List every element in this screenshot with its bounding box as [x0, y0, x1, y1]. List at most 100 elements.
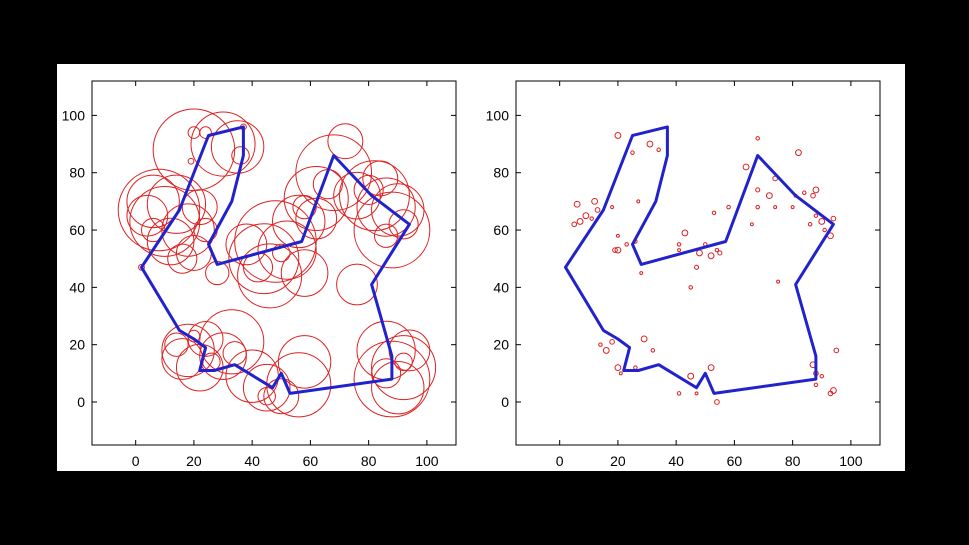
left-circle-33 [327, 123, 364, 160]
left-circle-32 [283, 165, 349, 232]
right-circle-50 [688, 285, 693, 290]
right-circle-55 [640, 335, 648, 343]
left-circle-57 [242, 363, 291, 412]
right-circle-69 [829, 387, 837, 394]
right-circle-7 [582, 212, 590, 220]
right-circle-17 [639, 271, 644, 275]
left-circle-5 [187, 157, 195, 165]
right-circle-37 [790, 205, 795, 210]
right-ytick-label-4: 80 [493, 165, 509, 181]
left-circle-45 [373, 223, 399, 248]
left-circle-7 [187, 126, 201, 139]
left-circle-8 [117, 168, 201, 252]
right-xtick-label-2: 40 [668, 453, 684, 469]
left-xtick-label-1: 20 [186, 453, 202, 469]
right-circle-4 [636, 199, 641, 204]
left-xtick-label-2: 40 [244, 453, 260, 469]
right-circle-64 [694, 391, 699, 396]
left-circle-46 [336, 263, 378, 306]
left-xtick-label-4: 80 [361, 453, 377, 469]
left-circle-66 [371, 360, 425, 415]
right-circle-68 [833, 347, 840, 354]
left-circle-62 [257, 387, 276, 406]
left-circle-40 [356, 177, 416, 237]
right-xtick-label-0: 0 [556, 453, 564, 469]
right-ytick-label-2: 40 [493, 279, 509, 295]
left-circle-31 [295, 134, 373, 212]
left-circle-1 [190, 111, 256, 177]
right-circle-39 [802, 190, 807, 196]
chart-right: 0 20 40 60 80 100 0 20 40 60 80 100 [486, 80, 881, 469]
left-circle-42 [371, 183, 425, 237]
left-circle-37 [292, 194, 317, 220]
right-circle-2 [656, 147, 661, 153]
left-circle-64 [371, 335, 437, 401]
left-circle-43 [362, 160, 399, 197]
right-circle-21 [707, 252, 715, 260]
left-circle-11 [126, 174, 180, 229]
right-circle-12 [610, 205, 615, 210]
right-circle-1 [646, 140, 654, 148]
left-circle-41 [353, 191, 431, 269]
right-circle-8 [576, 218, 584, 225]
left-ytick-label-0: 0 [77, 394, 85, 410]
right-circle-33 [755, 187, 761, 193]
left-circle-22 [234, 200, 317, 283]
right-circle-40 [795, 149, 802, 157]
chart-left: 0 20 40 60 80 100 0 20 40 60 80 100 [62, 80, 457, 469]
right-circle-0 [614, 132, 622, 139]
left-circle-47 [161, 323, 215, 378]
left-circle-61 [277, 335, 332, 389]
right-circles [571, 132, 840, 405]
left-circle-39 [339, 160, 410, 232]
right-circle-59 [618, 371, 623, 376]
right-circle-43 [818, 218, 826, 225]
right-circle-71 [813, 382, 819, 388]
right-ytick-label-1: 20 [493, 337, 509, 353]
left-circle-10 [146, 174, 207, 234]
right-circle-22 [694, 264, 700, 270]
left-circle-52 [187, 320, 224, 357]
right-circle-45 [830, 215, 837, 222]
right-circle-32 [755, 136, 760, 141]
left-circle-26 [225, 223, 268, 266]
left-circle-24 [257, 220, 317, 280]
right-ytick-label-3: 60 [493, 222, 509, 238]
right-circle-63 [676, 391, 682, 396]
left-circle-27 [272, 194, 326, 249]
left-circle-68 [371, 358, 402, 389]
right-circle-20 [696, 249, 703, 257]
left-xtick-label-0: 0 [132, 453, 140, 469]
right-circle-5 [573, 200, 581, 208]
left-circle-60 [263, 378, 300, 415]
right-circle-30 [765, 192, 773, 200]
right-circle-52 [602, 347, 610, 354]
right-circle-49 [776, 279, 781, 284]
right-tour-path [564, 125, 835, 395]
left-circle-30 [272, 243, 291, 263]
left-circle-69 [394, 352, 413, 372]
right-circle-34 [755, 204, 760, 210]
right-xtick-label-1: 20 [610, 453, 626, 469]
right-circle-41 [812, 186, 820, 194]
left-circle-49 [161, 338, 204, 380]
right-ytick-label-0: 0 [501, 394, 509, 410]
right-xtick-label-4: 80 [785, 453, 801, 469]
left-ytick-label-1: 20 [69, 337, 85, 353]
left-ytick-label-2: 40 [69, 279, 85, 295]
left-circle-21 [193, 217, 218, 243]
left-xtick-label-3: 60 [303, 453, 319, 469]
right-circle-46 [813, 213, 819, 218]
right-circle-70 [827, 390, 834, 397]
right-circle-61 [707, 364, 715, 372]
right-circle-36 [773, 205, 778, 210]
right-circle-47 [822, 227, 827, 233]
right-circle-57 [598, 342, 603, 347]
left-circle-59 [266, 352, 332, 418]
right-xtick-label-3: 60 [727, 453, 743, 469]
right-circle-53 [614, 364, 622, 372]
right-circle-51 [677, 248, 682, 253]
right-xtick-label-5: 100 [839, 453, 863, 469]
right-circle-13 [614, 246, 622, 254]
right-circle-67 [819, 373, 825, 379]
